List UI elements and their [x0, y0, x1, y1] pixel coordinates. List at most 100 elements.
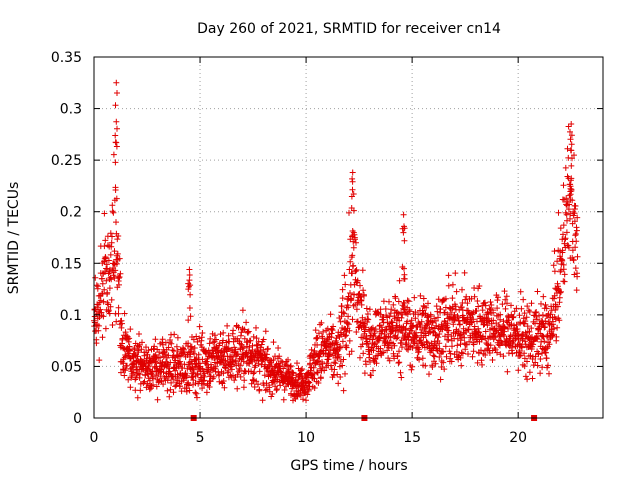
data-point — [340, 387, 347, 394]
data-point — [253, 324, 259, 331]
data-point — [110, 151, 117, 158]
data-point — [317, 374, 324, 381]
data-point — [95, 283, 101, 290]
data-point — [572, 244, 579, 251]
data-point — [162, 351, 169, 358]
data-point — [99, 334, 106, 341]
data-point — [167, 337, 173, 343]
data-point — [157, 373, 164, 380]
data-point — [342, 333, 349, 340]
data-point — [361, 370, 368, 377]
data-point — [270, 367, 277, 374]
data-point — [555, 283, 561, 290]
data-point — [119, 320, 125, 327]
data-point — [550, 325, 557, 332]
data-point — [93, 282, 100, 289]
data-point — [94, 304, 101, 311]
data-point — [573, 238, 580, 245]
data-point — [307, 360, 314, 367]
data-point — [113, 143, 120, 150]
data-point — [185, 340, 192, 347]
data-point — [256, 368, 263, 375]
data-point — [243, 319, 250, 326]
data-point — [316, 330, 322, 337]
data-point — [225, 368, 232, 374]
data-point — [465, 326, 472, 333]
data-point — [397, 369, 404, 376]
data-point — [113, 318, 120, 325]
data-point — [165, 344, 172, 351]
data-point — [522, 318, 529, 325]
data-point — [339, 286, 346, 293]
data-point — [567, 188, 574, 195]
data-point — [445, 336, 452, 343]
data-point — [168, 379, 175, 386]
data-point — [212, 368, 219, 375]
data-point — [550, 321, 556, 328]
data-point — [216, 378, 223, 385]
data-point — [497, 351, 504, 358]
data-point — [95, 327, 102, 334]
data-point — [558, 288, 564, 295]
data-point — [471, 323, 478, 330]
data-point — [540, 293, 547, 300]
data-point — [349, 270, 356, 277]
data-point — [345, 321, 352, 328]
data-point — [314, 334, 321, 341]
data-point — [97, 297, 104, 304]
data-point — [410, 322, 417, 329]
data-point — [160, 369, 167, 376]
data-point — [401, 300, 408, 306]
data-points — [91, 79, 581, 404]
data-point — [342, 370, 348, 377]
data-point — [237, 373, 244, 380]
data-point — [207, 335, 214, 342]
data-point — [547, 311, 554, 318]
data-point — [504, 368, 511, 375]
data-point — [505, 325, 511, 332]
data-point — [453, 348, 460, 355]
data-point — [145, 363, 152, 370]
data-point — [251, 384, 258, 390]
data-point — [516, 348, 523, 354]
data-point — [561, 271, 568, 278]
data-point — [574, 253, 581, 260]
data-point — [112, 102, 119, 109]
data-point — [442, 295, 449, 302]
data-point — [287, 362, 294, 369]
data-point — [250, 370, 257, 377]
data-point — [357, 294, 364, 300]
data-point — [225, 332, 232, 339]
data-point — [413, 329, 419, 336]
data-point — [186, 387, 193, 394]
data-point — [502, 305, 509, 312]
data-point — [518, 305, 525, 312]
data-point — [114, 250, 121, 257]
data-point — [404, 318, 411, 325]
data-point — [365, 316, 372, 323]
data-point — [135, 349, 142, 356]
data-point — [185, 382, 192, 389]
data-point — [560, 266, 567, 273]
data-point — [320, 328, 327, 335]
data-point — [510, 313, 517, 320]
data-point — [100, 298, 107, 305]
data-point — [391, 342, 398, 349]
data-point — [106, 310, 113, 317]
data-point — [429, 319, 436, 326]
data-point — [371, 330, 378, 337]
data-point — [532, 309, 539, 316]
data-point — [372, 356, 379, 363]
data-point — [420, 295, 427, 302]
data-point — [103, 277, 110, 284]
data-point — [206, 384, 213, 390]
data-point — [112, 184, 119, 191]
data-point — [529, 375, 536, 382]
data-point — [300, 396, 306, 403]
data-point — [543, 355, 550, 362]
data-point — [418, 318, 425, 325]
data-point — [359, 267, 366, 274]
data-point — [255, 381, 261, 388]
data-point — [435, 314, 441, 321]
data-point — [517, 352, 524, 359]
